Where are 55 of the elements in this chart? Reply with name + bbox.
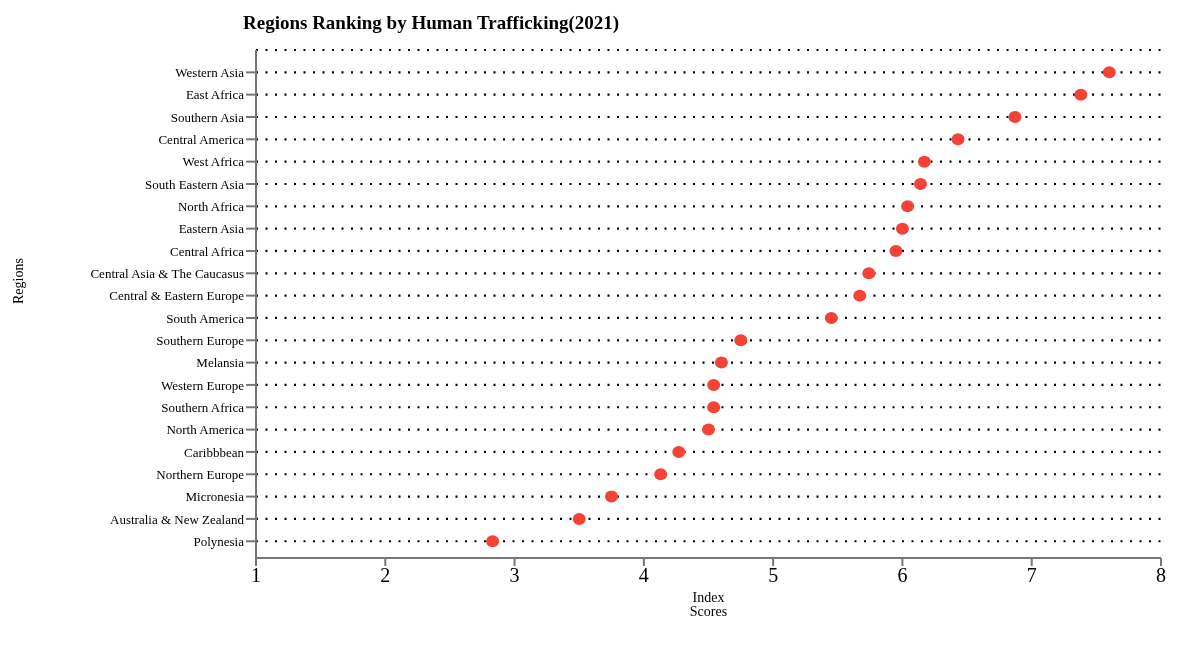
point [895, 222, 909, 235]
y-tick-label: North Africa [177, 198, 245, 214]
y-tick-label: West Africa [182, 154, 245, 170]
point [917, 155, 931, 168]
y-tick-label: Polynesia [193, 533, 245, 549]
y-tick-label: Micronesia [185, 489, 245, 505]
y-tick-label: Central Africa [170, 243, 245, 259]
point [654, 468, 668, 481]
y-tick-label: Southern Asia [170, 109, 245, 125]
point [889, 244, 903, 257]
point [951, 133, 965, 146]
point [1074, 88, 1088, 101]
y-tick-label: Southern Europe [156, 332, 245, 348]
point [853, 289, 867, 302]
x-tick-label: 8 [1156, 564, 1166, 587]
x-tick-label: 6 [897, 564, 908, 587]
y-tick-label: East Africa [185, 87, 245, 103]
x-tick-label: 3 [509, 564, 520, 587]
y-tick-label: South Eastern Asia [145, 176, 245, 192]
point [672, 445, 686, 458]
y-tick-label: Western Asia [175, 64, 245, 80]
point [824, 311, 838, 324]
y-tick-label: Caribbbean [184, 444, 245, 460]
y-tick-label: North America [166, 422, 245, 438]
chart-title: Regions Ranking by Human Trafficking(2021) [243, 12, 620, 34]
point [734, 334, 748, 347]
y-tick-label: Northern Europe [156, 466, 245, 482]
y-tick-label: Western Europe [160, 377, 245, 393]
point [702, 423, 715, 436]
point [901, 200, 915, 213]
x-tick-label: 7 [1026, 564, 1037, 587]
y-axis-title: Regions [10, 258, 26, 304]
point [714, 356, 728, 369]
point [1102, 66, 1116, 79]
point [914, 177, 928, 190]
point [862, 267, 876, 280]
x-tick-label: 4 [638, 564, 649, 587]
x-tick-label: 2 [380, 564, 391, 587]
y-tick-label: Australia & New Zealand [110, 511, 245, 527]
point [707, 378, 721, 391]
point [1008, 110, 1022, 123]
y-tick-label: Southern Africa [161, 399, 245, 415]
x-axis-title: Index Scores [689, 590, 728, 619]
point [486, 535, 500, 548]
x-tick-label: 1 [251, 564, 261, 587]
y-tick-label: Eastern Asia [178, 221, 245, 237]
y-tick-label: Melansia [196, 355, 245, 371]
y-tick-label: Central America [158, 131, 245, 147]
x-tick-label: 5 [768, 564, 779, 587]
y-tick-label: South America [166, 310, 245, 326]
y-tick-label: Central & Eastern Europe [109, 288, 245, 304]
point [707, 401, 721, 414]
y-tick-label: Central Asia & The Caucasus [90, 265, 244, 281]
point [572, 512, 586, 525]
point [605, 490, 619, 503]
